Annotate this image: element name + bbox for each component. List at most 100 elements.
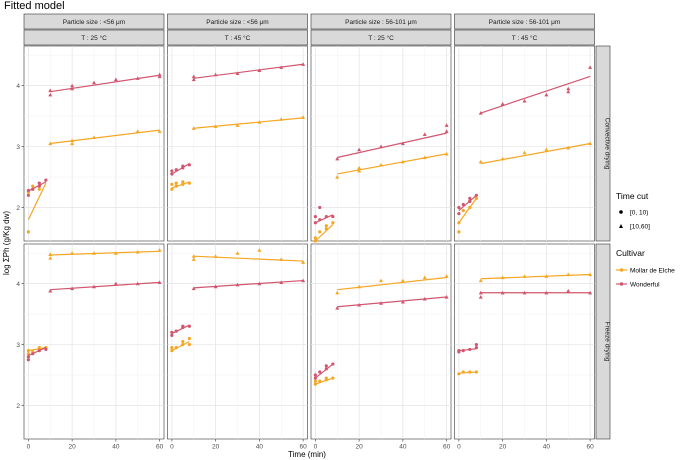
data-point-triangle: [191, 286, 196, 291]
facet-panel: [454, 243, 595, 440]
data-point-triangle: [279, 257, 284, 261]
x-tick-label: 40: [256, 444, 264, 451]
x-tick-label: 20: [356, 444, 364, 451]
data-point-circle: [181, 182, 185, 186]
data-point-triangle: [444, 123, 449, 127]
data-point-circle: [26, 349, 30, 353]
data-point-triangle: [588, 272, 593, 277]
data-point-triangle: [357, 284, 362, 289]
x-tick-label: 0: [170, 444, 174, 451]
data-point-triangle: [357, 168, 362, 173]
data-point-circle: [37, 187, 41, 191]
data-point-circle: [181, 339, 185, 344]
data-point-triangle: [566, 272, 571, 277]
data-point-triangle: [70, 138, 75, 143]
data-point-triangle: [157, 129, 162, 133]
data-point-circle: [313, 382, 317, 386]
data-point-circle: [313, 373, 317, 377]
data-point-triangle: [157, 72, 162, 77]
data-point-triangle: [279, 65, 284, 69]
data-point-triangle: [544, 92, 549, 97]
x-tick-label: 60: [300, 444, 308, 451]
fit-line: [171, 163, 190, 175]
data-point-triangle: [301, 260, 306, 264]
data-point-circle: [174, 345, 178, 350]
data-point-circle: [468, 199, 472, 203]
data-point-circle: [468, 347, 472, 352]
data-point-triangle: [279, 117, 284, 121]
data-point-circle: [331, 376, 335, 380]
data-point-circle: [31, 187, 35, 191]
data-point-triangle: [257, 68, 262, 72]
data-point-circle: [324, 367, 328, 371]
data-point-circle: [26, 358, 30, 362]
data-point-circle: [187, 342, 191, 347]
data-point-circle: [26, 188, 30, 193]
legend-key-point: [619, 282, 624, 286]
fit-line: [171, 340, 190, 352]
facet-strip-particle-size: [23, 13, 165, 30]
data-point-circle: [170, 349, 174, 353]
fit-line: [480, 273, 591, 280]
facet-strip-label: Particle size : <56 μm: [206, 19, 268, 26]
data-point-triangle: [157, 248, 162, 252]
facet-strip-temperature: [167, 29, 308, 46]
fit-line: [315, 214, 334, 224]
data-point-circle: [313, 376, 317, 380]
data-point-triangle: [478, 290, 483, 295]
data-point-circle: [474, 370, 478, 374]
data-point-triangle: [235, 71, 240, 76]
data-point-circle: [26, 355, 30, 359]
legend-key-point: [619, 268, 624, 272]
x-tick-label: 20: [69, 444, 77, 451]
data-point-triangle: [48, 252, 53, 256]
facet-panel: [454, 45, 595, 242]
legend-key-circle: [619, 210, 623, 214]
data-point-triangle: [48, 256, 53, 260]
data-point-triangle: [566, 145, 571, 150]
facet-strip-particle-size: [454, 13, 595, 30]
data-point-circle: [318, 230, 322, 234]
data-point-triangle: [379, 162, 383, 167]
data-point-triangle: [191, 257, 196, 261]
chart-title: Fitted model: [4, 0, 65, 12]
data-point-circle: [324, 364, 328, 368]
data-point-triangle: [135, 281, 140, 286]
y-tick-label: 3: [16, 342, 20, 349]
data-point-circle: [26, 352, 30, 356]
fit-line: [337, 296, 447, 308]
fit-line: [171, 181, 190, 189]
data-point-triangle: [70, 86, 75, 91]
legend-title-cultivar: Cultivar: [616, 248, 645, 258]
facet-strip-temperature: [310, 29, 452, 46]
data-point-triangle: [213, 254, 218, 258]
legend-title-time-cut: Time cut: [616, 191, 649, 201]
data-point-triangle: [191, 77, 196, 82]
data-point-circle: [318, 379, 322, 383]
x-tick-label: 0: [27, 444, 31, 451]
data-point-circle: [187, 324, 191, 328]
fit-line: [480, 142, 591, 165]
x-tick-label: 20: [212, 444, 220, 451]
data-point-triangle: [92, 251, 96, 255]
data-point-triangle: [478, 111, 483, 115]
data-point-triangle: [544, 147, 549, 152]
data-point-triangle: [335, 305, 340, 310]
data-point-circle: [44, 347, 48, 352]
facet-strip-temperature: [23, 29, 165, 46]
facet-panel: [167, 243, 308, 440]
facet-panel: [310, 243, 452, 440]
data-point-triangle: [444, 151, 449, 156]
data-point-circle: [313, 215, 317, 219]
data-point-circle: [181, 324, 185, 328]
data-point-triangle: [213, 72, 218, 77]
data-point-circle: [313, 239, 317, 243]
data-point-circle: [170, 345, 174, 350]
fit-line: [480, 75, 591, 114]
data-point-triangle: [213, 284, 218, 289]
data-point-circle: [318, 218, 322, 222]
y-tick-label: 4: [16, 83, 20, 90]
data-point-triangle: [191, 74, 196, 79]
data-point-triangle: [357, 165, 362, 170]
data-point-circle: [324, 215, 328, 219]
